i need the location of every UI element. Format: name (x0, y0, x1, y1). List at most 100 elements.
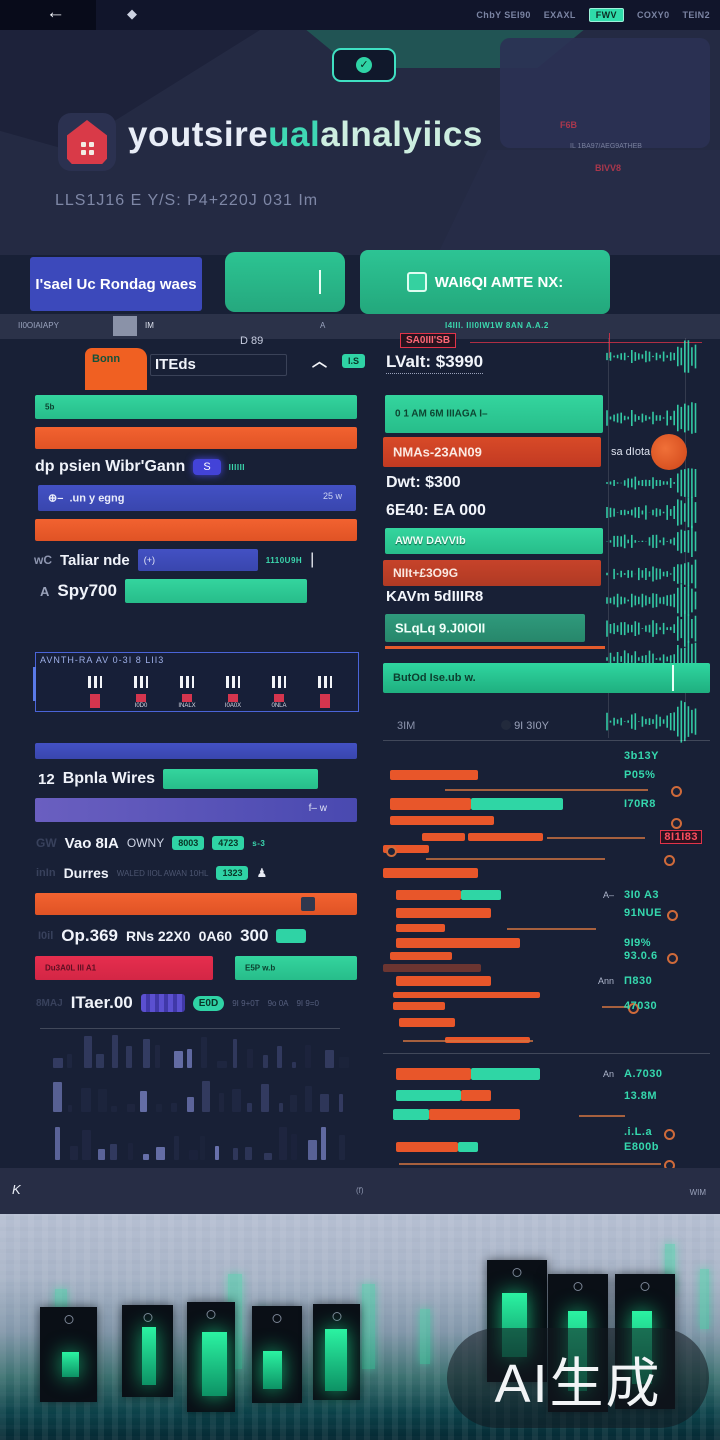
chart-connector-line (445, 789, 648, 791)
marker-label: INALX (178, 703, 196, 709)
nav-item-4[interactable]: COXY0 (636, 10, 670, 20)
purple-badge[interactable] (140, 994, 185, 1012)
stat-bar-teal-wide: ButOd Ise.ub w. (383, 663, 710, 693)
chart-value-label: П830 (624, 975, 653, 987)
confirm-button[interactable]: WAI6QI AMTE NX: (360, 250, 610, 314)
mini-badge[interactable]: I.S (342, 354, 366, 368)
strip-text: D 89 (240, 335, 264, 347)
ghost-bar (111, 1035, 118, 1068)
tab-active[interactable]: Bonn (85, 348, 147, 390)
back-icon[interactable]: ← (46, 2, 65, 23)
ghost-bar (263, 1153, 272, 1160)
chart-row: E800b (383, 1141, 710, 1153)
collapse-caret-icon[interactable]: ︿ (312, 353, 328, 370)
chart-row: 3b13Y (383, 750, 710, 762)
marker-figure (308, 675, 342, 709)
chart-bar-orange (383, 845, 429, 853)
tower-ring-icon (332, 1312, 341, 1321)
chart-row (383, 816, 710, 829)
marker-glyph-icon (318, 676, 332, 688)
nav-item-5[interactable]: TEIN2 (682, 10, 710, 20)
grid-line (608, 338, 609, 738)
progress-bar-blue (35, 743, 357, 759)
tab-label: Bonn (92, 353, 121, 365)
sparkline (605, 556, 705, 597)
tower-ring-icon (512, 1268, 522, 1277)
confirm-button-label: WAI6QI AMTE NX: (434, 273, 564, 291)
marker-red-base (274, 694, 284, 702)
check-toggle[interactable]: ✓ (332, 48, 396, 82)
sparkline (605, 468, 705, 503)
row-label: Durres (63, 865, 109, 881)
chart-dot-marker (670, 817, 682, 829)
input-button[interactable] (225, 252, 345, 312)
ghost-bar (201, 1037, 207, 1068)
chart-row: 93.0.6 (383, 950, 710, 964)
ghost-bar (142, 1038, 150, 1068)
marker-label: 0NLA (271, 703, 287, 709)
divider (40, 1028, 340, 1029)
chart-value-label: P05% (624, 769, 656, 781)
row-label: dp psien Wibr'Gann (35, 458, 186, 475)
strip-block[interactable] (113, 316, 137, 336)
ghost-bar (278, 1103, 284, 1112)
value-badge[interactable]: 4723 (212, 836, 245, 850)
value-badge[interactable]: 8003 (172, 836, 205, 850)
bar-tick (672, 665, 674, 691)
ghost-bar (321, 1126, 327, 1160)
nav-badge[interactable]: FWV (588, 8, 624, 22)
chart-connector-line (546, 837, 645, 839)
row-prefix: wC (34, 553, 52, 567)
chart-value-label: 93.0.6 (624, 950, 658, 962)
chart-bar-orange (383, 868, 478, 878)
mini-badge[interactable] (276, 929, 307, 943)
tab-caption-box (150, 354, 287, 376)
pawn-icon: ♟ (256, 866, 268, 880)
title-part: ual (268, 115, 321, 154)
footer-mid-icon[interactable]: (f) (356, 1186, 364, 1195)
chart-connector-line (579, 1114, 625, 1117)
alert-tag[interactable]: SA0III'SB (400, 333, 457, 348)
blue-pill[interactable]: S (193, 459, 221, 475)
ghost-text: 9I 9+0T (232, 998, 260, 1008)
progress-bar-purple: f– w (35, 798, 357, 822)
ghost-bar (215, 1145, 220, 1160)
chart-row (383, 786, 710, 797)
bar-text: .un y egng (69, 492, 125, 505)
value-text: 300 (240, 926, 269, 945)
ghost-bar (68, 1105, 73, 1112)
bar-text: AWW DAVVIb (395, 535, 466, 547)
footer-left-icon[interactable]: K (12, 1182, 21, 1197)
marker-glyph-icon (180, 676, 194, 688)
ghost-bar (187, 1097, 195, 1112)
chart-bar-teal (471, 1068, 540, 1080)
chart-bar-teal (461, 890, 501, 900)
value-badge[interactable]: E0D (192, 995, 225, 1011)
header-decoration (430, 150, 720, 255)
sub-text-value: 9I 3I0Y (514, 720, 549, 732)
chart-bar-orange (389, 816, 495, 825)
chart-connector-line (602, 1006, 629, 1008)
progress-bar-orange (35, 893, 357, 915)
row-prefix: GW (36, 836, 57, 850)
chart-bar-orange (396, 890, 462, 900)
nav-item-1[interactable]: ChbY SEI90 (476, 10, 531, 20)
chart-bar-orange (399, 1018, 455, 1027)
primary-button[interactable]: I'sael Uc Rondag waes (30, 257, 202, 311)
progress-bar-orange (35, 519, 357, 541)
header-decoration (500, 38, 710, 148)
chart-value-label: 9I9% (624, 937, 652, 949)
chart-pre-label: A– (602, 890, 614, 900)
ghost-bar (110, 1144, 118, 1160)
nav-item-2[interactable]: EXAXL (543, 10, 576, 20)
chart-value-label: 47030 (624, 1000, 658, 1012)
ghost-bar (232, 1088, 242, 1112)
value-badge[interactable]: 1323 (216, 866, 249, 880)
list-row: wC Taliar nde (+) 1110U9H | (34, 547, 314, 573)
list-row: 8MAJ ITaer.00 E0D 9I 9+0T 9o 0A 9I 9=0 (36, 988, 319, 1018)
ghost-bar (155, 1103, 162, 1112)
glow-column (420, 1309, 430, 1364)
bar-right-text: f– w (308, 803, 327, 814)
chart-row: A– 3I0 A3 (383, 889, 710, 901)
